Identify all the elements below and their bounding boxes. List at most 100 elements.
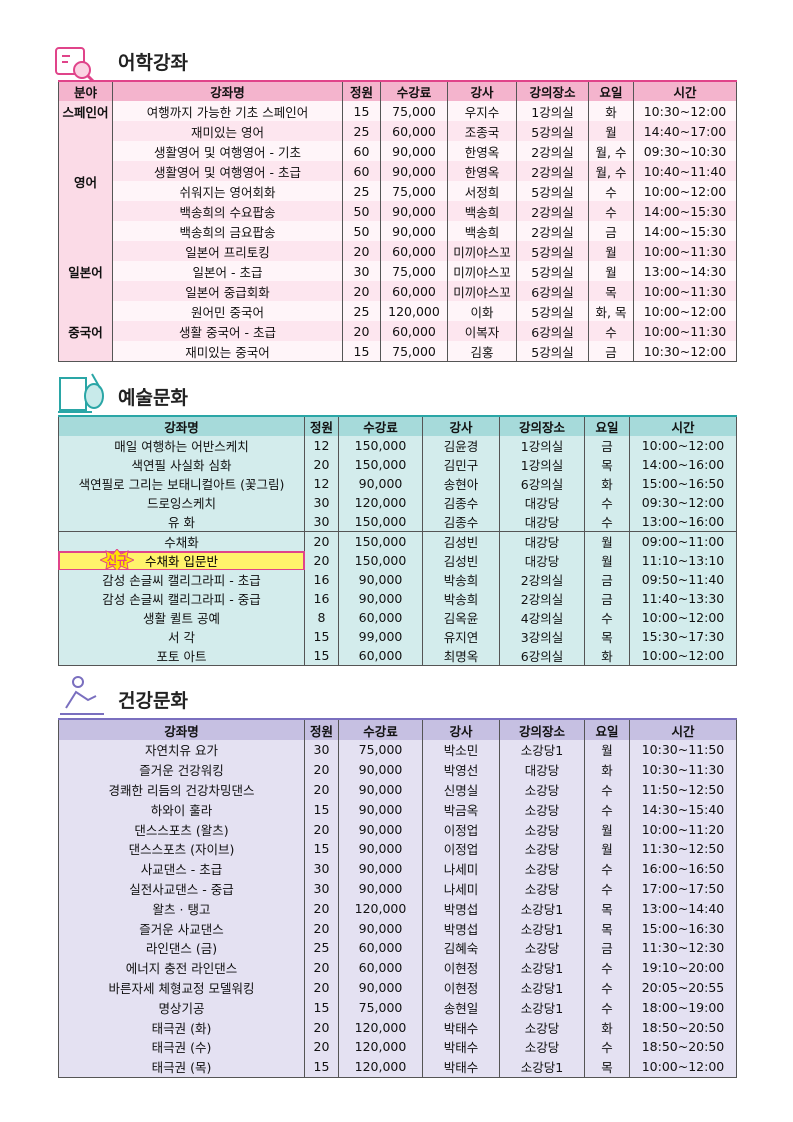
table-cell: 10:30~11:50 [630, 740, 737, 761]
table-cell: 신명실 [423, 779, 500, 801]
table-cell: 즐거운 사교댄스 [58, 918, 305, 939]
table-cell: 14:30~15:40 [630, 799, 737, 821]
table-cell: 90,000 [339, 569, 423, 590]
table-cell: 2강의실 [517, 201, 589, 222]
table-cell: 25 [343, 181, 381, 202]
table-cell: 생활 퀼트 공예 [58, 607, 305, 628]
table-cell: 15 [305, 646, 339, 667]
section-title: 건강문화 [118, 690, 188, 712]
table-cell: 60,000 [381, 281, 448, 302]
table-cell: 90,000 [339, 977, 423, 999]
column-header: 정원 [305, 720, 339, 741]
table-cell: 김성빈 [423, 550, 500, 571]
table-cell: 5강의실 [517, 121, 589, 142]
table-cell: 150,000 [339, 455, 423, 476]
table-cell: 소강당 [500, 878, 585, 900]
table-cell: 사교댄스 - 초급 [58, 858, 305, 880]
table-cell: 소강당 [500, 799, 585, 821]
table-cell: 2강의실 [500, 569, 585, 590]
language-icon [55, 47, 96, 84]
table-cell: 목 [589, 281, 634, 302]
column-header: 요일 [585, 417, 630, 437]
table-cell: 30 [305, 878, 339, 900]
table-cell: 화 [585, 474, 630, 495]
table-cell: 10:00~11:30 [634, 321, 737, 342]
table-cell: 목 [585, 898, 630, 920]
table-cell: 대강당 [500, 531, 585, 552]
table-cell: 김종수 [423, 493, 500, 514]
table-cell: 10:30~12:00 [634, 101, 737, 122]
table-cell: 김옥윤 [423, 607, 500, 628]
table-cell: 120,000 [339, 1037, 423, 1058]
table-cell: 150,000 [339, 531, 423, 552]
column-header: 강좌명 [58, 417, 305, 437]
table-cell: 15 [305, 1056, 339, 1078]
table-cell: 실전사교댄스 - 중급 [58, 878, 305, 900]
table-cell: 태극권 (목) [58, 1056, 305, 1078]
table-cell: 30 [305, 740, 339, 761]
table-cell: 16:00~16:50 [630, 858, 737, 880]
table-cell: 백송희의 수요팝송 [113, 201, 343, 222]
table-cell: 금 [589, 341, 634, 362]
table-cell: 20 [305, 977, 339, 999]
table-cell: 박금옥 [423, 799, 500, 821]
table-cell: 10:00~11:20 [630, 819, 737, 840]
table-cell: 1강의실 [517, 101, 589, 122]
table-cell: 박영선 [423, 759, 500, 781]
column-header: 시간 [634, 82, 737, 102]
column-header: 수강료 [381, 82, 448, 102]
table-cell: 90,000 [339, 474, 423, 495]
column-header: 요일 [589, 82, 634, 102]
table-cell: 10:00~12:00 [630, 436, 737, 457]
table-cell: 90,000 [339, 918, 423, 939]
table-cell: 15 [305, 627, 339, 648]
table-cell: 소강당1 [500, 898, 585, 920]
table-cell: 90,000 [339, 588, 423, 609]
table-cell: 매일 여행하는 어반스케치 [58, 436, 305, 457]
table-cell: 박태수 [423, 1056, 500, 1078]
table-cell: 16 [305, 588, 339, 609]
table-cell: 15 [305, 839, 339, 860]
table-cell: 09:00~11:00 [630, 531, 737, 552]
table-cell: 이복자 [448, 321, 517, 342]
table-cell: 박송희 [423, 569, 500, 590]
column-header: 강사 [448, 82, 517, 102]
table-cell: 11:50~12:50 [630, 779, 737, 801]
table-cell: 유 화 [58, 512, 305, 533]
table-cell: 5강의실 [517, 241, 589, 262]
table-cell: 소강당 [500, 858, 585, 880]
table-cell: 소강당 [500, 1017, 585, 1038]
table-cell: 20 [305, 455, 339, 476]
column-header: 강의장소 [517, 82, 589, 102]
table-cell: 60 [343, 141, 381, 162]
table-cell: 박소민 [423, 740, 500, 761]
section-title: 예술문화 [118, 387, 188, 409]
table-cell: 화 [589, 101, 634, 122]
table-cell: 60,000 [339, 646, 423, 667]
column-header: 시간 [630, 720, 737, 741]
table-cell: 13:00~16:00 [630, 512, 737, 533]
column-header: 수강료 [339, 720, 423, 741]
table-cell: 2강의실 [517, 141, 589, 162]
table-cell: 생활 중국어 - 초급 [113, 321, 343, 342]
table-cell: 11:40~13:30 [630, 588, 737, 609]
table-cell: 한영옥 [448, 141, 517, 162]
table-cell: 75,000 [381, 101, 448, 122]
table-cell: 10:30~11:30 [630, 759, 737, 781]
table-cell: 소강당 [500, 839, 585, 860]
table-cell: 태극권 (수) [58, 1037, 305, 1058]
table-cell: 13:00~14:30 [634, 261, 737, 282]
table-cell: 재미있는 영어 [113, 121, 343, 142]
table-cell: 12 [305, 436, 339, 457]
art-icon [58, 373, 104, 413]
column-header: 정원 [343, 82, 381, 102]
table-cell: 50 [343, 201, 381, 222]
field-cell: 일본어 [58, 241, 113, 302]
table-cell: 150,000 [339, 436, 423, 457]
table-cell: 화 [585, 759, 630, 781]
table-cell: 25 [343, 301, 381, 322]
table-cell: 김종수 [423, 512, 500, 533]
table-cell: 미끼야스꼬 [448, 241, 517, 262]
table-cell: 1강의실 [500, 455, 585, 476]
table-cell: 송현아 [423, 474, 500, 495]
